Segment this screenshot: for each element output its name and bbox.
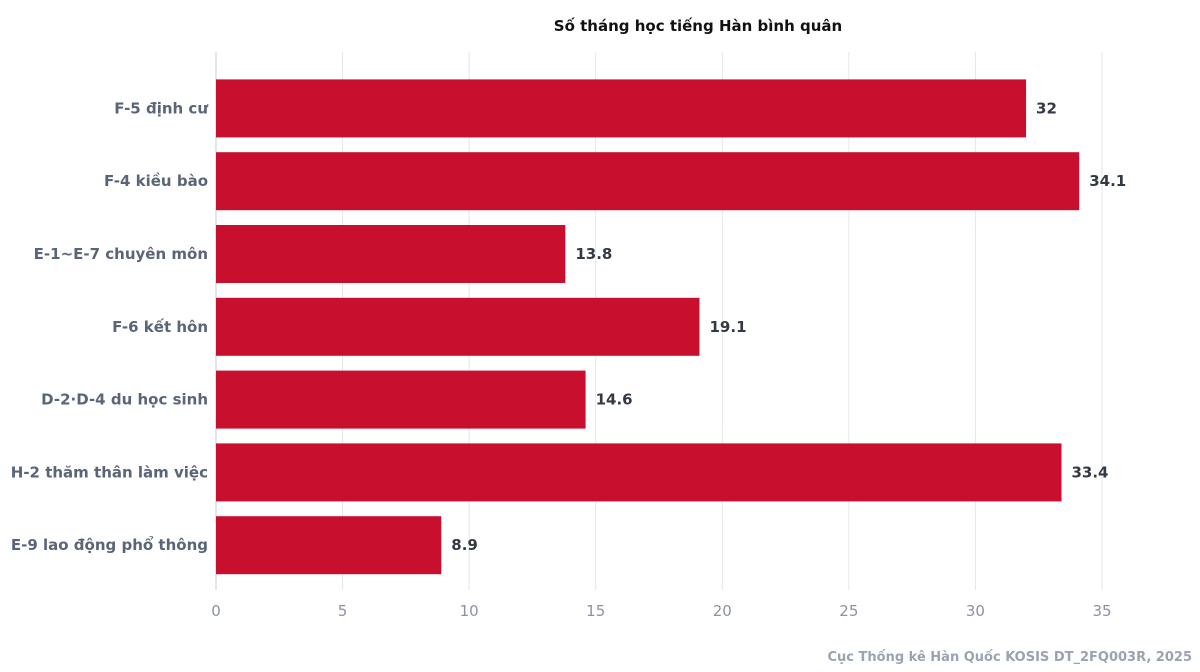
category-label: H-2 thăm thân làm việc	[11, 463, 208, 481]
category-label: F-4 kiều bào	[104, 171, 208, 190]
value-label: 33.4	[1071, 463, 1108, 481]
value-label: 14.6	[596, 391, 633, 409]
x-tick-label: 25	[839, 602, 858, 620]
source-note: Cục Thống kê Hàn Quốc KOSIS DT_2FQ003R, …	[827, 650, 1192, 665]
x-tick-label: 35	[1092, 602, 1111, 620]
x-tick-label: 20	[713, 602, 732, 620]
x-tick-label: 15	[586, 602, 605, 620]
category-labels: F-5 định cư F-4 kiều bào E-1~E-7 chuyên mô…	[11, 99, 209, 554]
category-label: F-6 kết hôn	[112, 317, 208, 336]
bar	[216, 152, 1080, 211]
category-label: D-2·D-4 du học sinh	[41, 391, 208, 409]
bar	[216, 225, 566, 283]
bar	[216, 443, 1062, 502]
category-label: E-1~E-7 chuyên môn	[34, 245, 208, 263]
category-label: F-5 định cư	[114, 99, 208, 117]
value-label: 13.8	[575, 245, 612, 263]
x-tick-label: 0	[211, 602, 221, 620]
value-labels: 32 34.1 13.8 19.1 14.6 33.4 8.9	[451, 99, 1126, 554]
value-label: 8.9	[451, 536, 478, 554]
value-label: 32	[1036, 99, 1057, 117]
bar	[216, 79, 1027, 138]
x-tick-label: 10	[460, 602, 479, 620]
x-axis-ticks: 0 5 10 15 20 25 30 35	[211, 602, 1111, 620]
x-tick-label: 5	[338, 602, 348, 620]
chart-title: Số tháng học tiếng Hàn bình quân	[554, 16, 842, 35]
bar	[216, 370, 586, 429]
bars	[216, 79, 1080, 575]
x-tick-label: 30	[966, 602, 985, 620]
value-label: 19.1	[710, 318, 747, 336]
bar	[216, 516, 442, 575]
bar	[216, 297, 700, 356]
category-label: E-9 lao động phổ thông	[11, 535, 208, 554]
value-label: 34.1	[1089, 172, 1126, 190]
